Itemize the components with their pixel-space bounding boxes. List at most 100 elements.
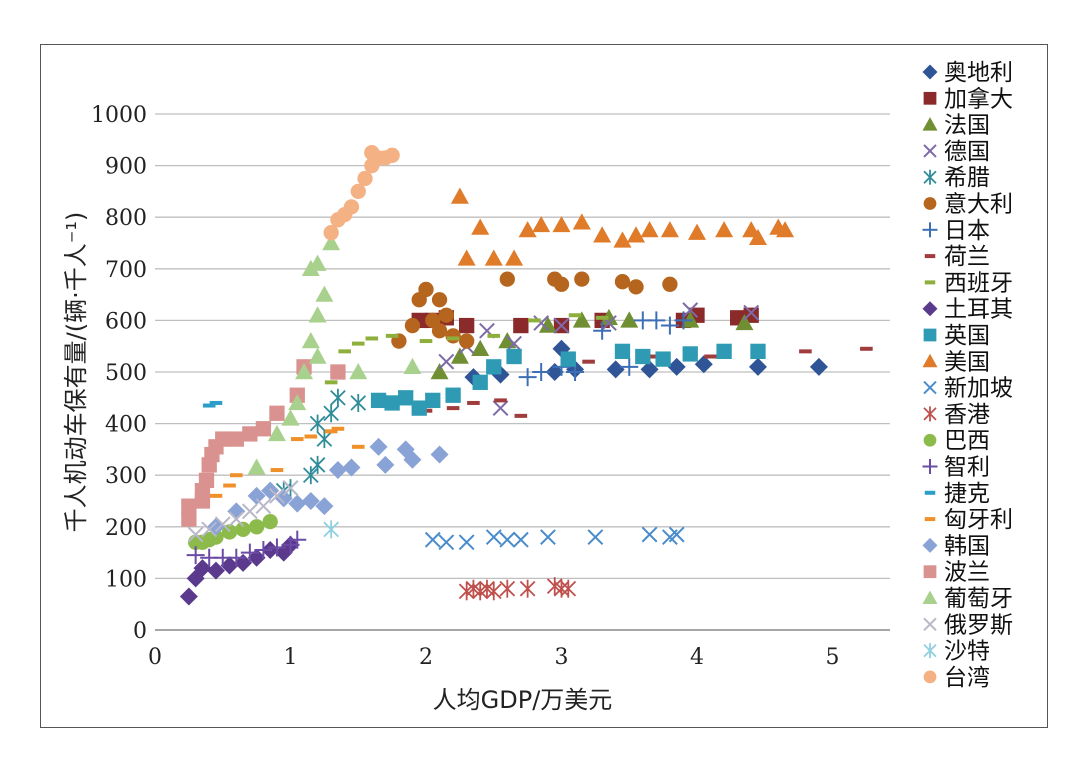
legend-label: 荷兰	[944, 244, 990, 270]
data-point-square	[743, 307, 759, 323]
legend-marker	[922, 353, 938, 368]
data-point-triangle	[688, 223, 706, 240]
legend-item: 匈牙利	[924, 507, 1013, 533]
data-point-square	[459, 317, 475, 334]
data-point-diamond	[288, 494, 307, 513]
data-point-asterisk	[323, 404, 339, 423]
data-point-dash	[209, 493, 223, 498]
data-point-dash	[514, 413, 528, 418]
data-point-square	[215, 431, 231, 447]
gridlines	[155, 113, 890, 580]
legend-item: 俄罗斯	[923, 612, 1013, 638]
data-point-triangle	[247, 458, 266, 475]
data-point-square	[181, 511, 197, 527]
y-tick-label: 400	[105, 413, 147, 438]
data-point-x	[214, 516, 231, 533]
data-point-dash	[202, 403, 216, 408]
legend-marker	[922, 301, 938, 317]
legend-item: 捷克	[924, 481, 990, 507]
data-point-diamond	[694, 355, 713, 374]
data-point-diamond	[328, 461, 347, 480]
legend-item: 韩国	[922, 533, 990, 559]
data-point-triangle	[552, 215, 571, 233]
data-point-triangle	[295, 363, 314, 380]
data-point-plus	[674, 311, 693, 330]
x-tick-label: 1	[284, 645, 298, 670]
data-point-x	[499, 531, 516, 548]
legend-item: 英国	[923, 323, 990, 349]
legend-marker	[923, 91, 937, 105]
legend-label: 韩国	[944, 533, 990, 559]
data-point-asterisk	[309, 455, 326, 474]
data-point-x	[506, 335, 522, 352]
y-tick-label: 900	[105, 155, 147, 180]
data-point-square	[198, 472, 215, 489]
data-point-dash	[446, 406, 460, 411]
data-point-triangle	[471, 218, 490, 235]
legend-label: 意大利	[944, 192, 1013, 218]
data-point-triangle	[471, 339, 490, 356]
data-point-dash	[324, 429, 338, 434]
data-point-dash	[595, 315, 609, 320]
y-tick-label: 0	[133, 619, 147, 644]
legend-marker	[922, 459, 938, 474]
data-point-plus	[227, 548, 246, 567]
data-point-circle	[235, 521, 251, 538]
data-point-asterisk	[560, 579, 577, 598]
data-point-plus	[288, 530, 307, 549]
data-point-square	[682, 346, 698, 362]
data-point-x	[424, 531, 441, 548]
legend-marker	[923, 565, 937, 579]
data-point-circle	[438, 307, 454, 323]
legend-label: 奥地利	[944, 60, 1013, 86]
legend-label: 美国	[944, 349, 990, 375]
data-point-square	[255, 421, 272, 437]
legend-label: 西班牙	[944, 270, 1013, 296]
data-point-triangle	[776, 221, 795, 238]
legend-marker	[924, 254, 936, 259]
data-point-x	[641, 526, 658, 543]
data-point-square	[635, 348, 651, 365]
data-point-diamond	[430, 445, 449, 464]
legend-marker	[922, 537, 938, 553]
x-tick-label: 5	[826, 645, 840, 670]
data-point-plus	[620, 357, 639, 376]
data-point-diamond	[403, 450, 422, 469]
legend-item: 法国	[922, 113, 990, 139]
data-point-triangle	[627, 226, 646, 243]
y-axis-title: 千人机动车保有量/(辆·千人⁻¹)	[62, 212, 90, 533]
data-point-circle	[459, 333, 475, 349]
data-point-dash	[494, 398, 507, 403]
legend-marker	[923, 670, 937, 684]
data-point-triangle	[403, 357, 422, 375]
data-point-square	[506, 348, 522, 365]
legend-marker	[923, 433, 937, 447]
data-point-triangle	[715, 221, 734, 238]
legend-item: 日本	[922, 218, 990, 244]
legend-marker	[923, 406, 937, 422]
data-point-x	[187, 526, 204, 543]
data-point-x	[282, 480, 299, 497]
y-tick-label: 800	[105, 206, 147, 231]
data-point-circle	[499, 271, 515, 287]
legend-label: 英国	[944, 323, 990, 349]
data-point-circle	[357, 170, 373, 187]
x-tick-label: 0	[148, 645, 162, 670]
y-tick-label: 1000	[91, 103, 147, 128]
data-point-x	[228, 511, 245, 527]
data-point-triangle	[599, 308, 618, 326]
legend-item: 波兰	[923, 560, 990, 586]
data-point-plus	[593, 321, 612, 340]
x-axis-title: 人均GDP/万美元	[433, 686, 613, 714]
data-point-square	[384, 395, 400, 411]
legend-marker	[923, 144, 937, 158]
data-point-diamond	[606, 360, 625, 379]
data-point-square	[445, 387, 461, 403]
data-point-circle	[343, 199, 360, 215]
data-point-diamond	[376, 455, 395, 474]
legend-marker	[922, 590, 938, 604]
data-point-triangle	[267, 424, 286, 442]
data-point-x	[553, 317, 570, 334]
data-point-square	[716, 343, 732, 360]
legend-item: 土耳其	[922, 297, 1013, 323]
